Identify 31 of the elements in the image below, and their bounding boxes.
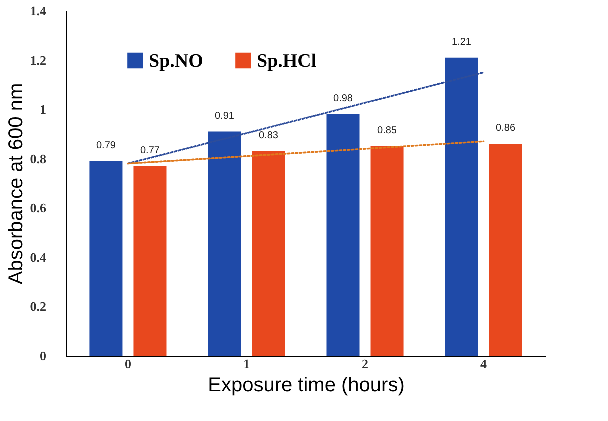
x-tick-label: 4 bbox=[480, 356, 488, 372]
data-label: 0.85 bbox=[378, 126, 398, 137]
bar bbox=[370, 146, 404, 356]
y-tick-label: 1 bbox=[40, 102, 46, 118]
y-tick-label: 0.4 bbox=[30, 250, 47, 265]
bar bbox=[90, 161, 123, 356]
data-label: 0.79 bbox=[96, 140, 116, 152]
x-tick-label: 2 bbox=[362, 356, 369, 372]
bar bbox=[445, 58, 478, 356]
x-axis-title: Exposure time (hours) bbox=[208, 374, 405, 396]
data-label: 0.98 bbox=[334, 94, 354, 104]
data-label: 1.21 bbox=[452, 36, 472, 48]
y-tick-label: 0.2 bbox=[30, 299, 46, 314]
bar bbox=[208, 132, 242, 356]
legend-label: Sp.HCl bbox=[257, 50, 317, 72]
y-tick-label: 0.8 bbox=[30, 151, 47, 166]
data-label: 0.86 bbox=[496, 123, 516, 134]
y-tick-label: 1.2 bbox=[30, 52, 46, 68]
x-tick-label: 0 bbox=[124, 356, 132, 372]
bar bbox=[489, 144, 522, 356]
legend-label: Sp.NO bbox=[149, 50, 204, 72]
y-tick-label: 1.4 bbox=[30, 4, 47, 18]
bar bbox=[134, 166, 167, 356]
bar bbox=[326, 114, 360, 356]
data-label: 0.77 bbox=[140, 145, 160, 156]
x-tick-label: 1 bbox=[243, 356, 250, 372]
y-axis-title: Absorbance at 600 nm bbox=[5, 83, 28, 285]
y-tick-label: 0.6 bbox=[30, 200, 47, 216]
data-label: 0.83 bbox=[259, 130, 279, 142]
data-label: 0.91 bbox=[214, 110, 235, 122]
bar bbox=[252, 151, 286, 356]
